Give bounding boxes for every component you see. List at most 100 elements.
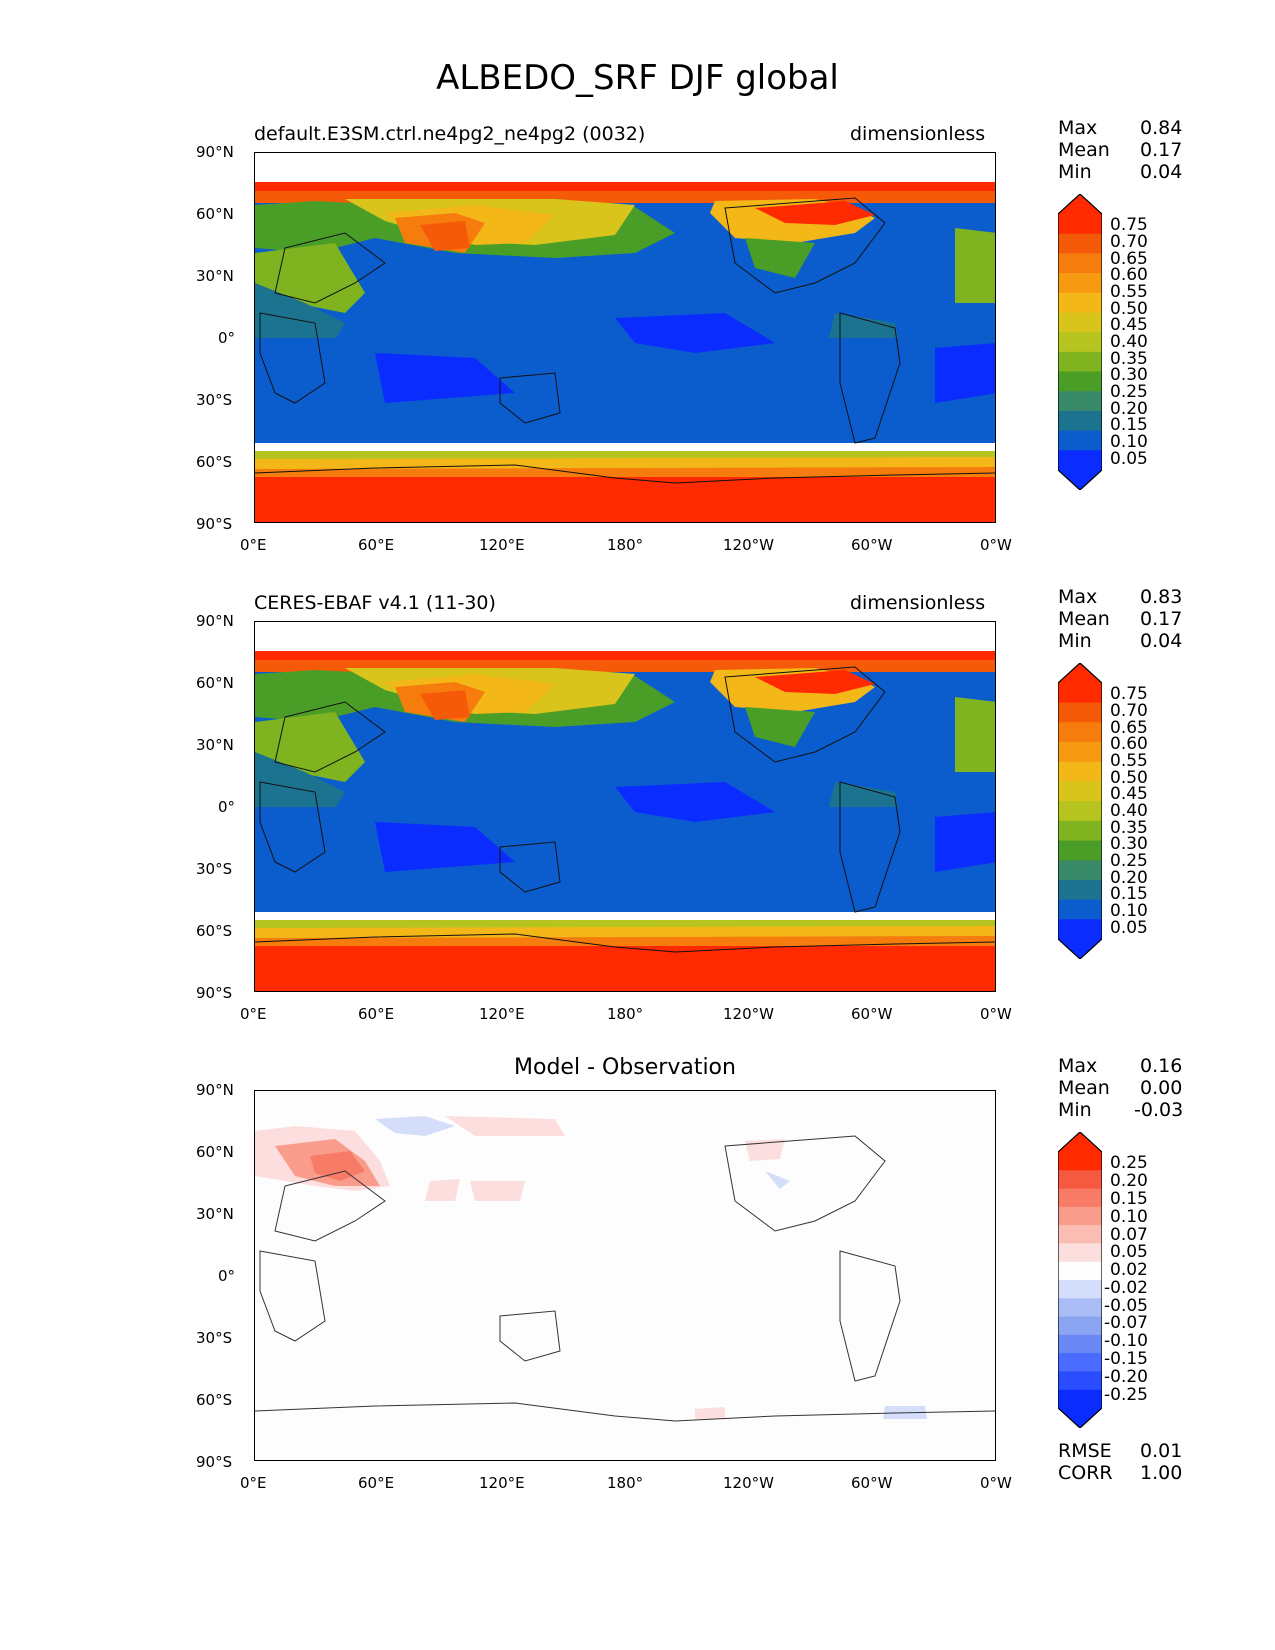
map-plot: [254, 1090, 996, 1461]
colorbar-tick: 0.10: [1110, 1207, 1148, 1227]
stat-value: 0.83: [1140, 586, 1183, 608]
colorbar-tick: 0.10: [1110, 432, 1148, 452]
colorbar-segment: [1058, 879, 1102, 901]
lon-label: 180°: [607, 1005, 644, 1023]
colorbar-segment: [1058, 450, 1102, 471]
colorbar-tick: 0.60: [1110, 265, 1148, 285]
colorbar-tick: 0.40: [1110, 801, 1148, 821]
colorbar-segment: [1058, 312, 1102, 333]
colorbar-segment: [1058, 1371, 1102, 1391]
lon-label: 0°W: [980, 1474, 1012, 1492]
lon-label: 60°E: [358, 1474, 395, 1492]
lat-label: 90°N: [196, 612, 234, 630]
stat-value: 0.17: [1140, 608, 1183, 630]
colorbar-tick: 0.70: [1110, 701, 1148, 721]
colorbar-segment: [1058, 1280, 1102, 1299]
lat-label: 0°: [218, 798, 236, 816]
colorbar-segment: [1058, 1261, 1102, 1281]
lon-label: 60°E: [358, 1005, 395, 1023]
colorbar-tick: -0.07: [1104, 1313, 1148, 1333]
colorbar-tick: 0.45: [1110, 315, 1148, 335]
colorbar-segment: [1058, 840, 1102, 861]
lon-label: 120°E: [479, 1474, 525, 1492]
colorbar-tick: 0.05: [1110, 449, 1148, 469]
lon-label: 120°E: [479, 536, 525, 554]
stat-value: 0.16: [1140, 1055, 1183, 1077]
colorbar-tick: 0.55: [1110, 751, 1148, 771]
stat-label: Min: [1058, 161, 1092, 183]
colorbar-extend-max: [1058, 1132, 1102, 1152]
contour-map: [255, 1091, 995, 1460]
colorbar-tick: 0.35: [1110, 349, 1148, 369]
map-plot: [254, 621, 996, 992]
lat-label: 30°S: [196, 391, 233, 409]
stat-label: Min: [1058, 1099, 1092, 1121]
colorbar-tick: 0.50: [1110, 299, 1148, 319]
colorbar-segment: [1058, 761, 1102, 782]
colorbar-segment: [1058, 702, 1102, 723]
lat-label: 0°: [218, 329, 236, 347]
stat-label: Max: [1058, 117, 1098, 139]
colorbar-segment: [1058, 919, 1102, 940]
colorbar-tick: 0.07: [1110, 1225, 1148, 1245]
colorbar-tick: 0.45: [1110, 784, 1148, 804]
lon-label: 0°E: [240, 1005, 267, 1023]
lat-label: 60°S: [196, 1391, 233, 1409]
colorbar-segment: [1058, 391, 1102, 412]
colorbar-tick: 0.60: [1110, 734, 1148, 754]
lat-label: 60°N: [196, 674, 234, 692]
colorbar-tick: 0.15: [1110, 415, 1148, 435]
stat-label: Mean: [1058, 608, 1110, 630]
lat-label: 30°S: [196, 860, 233, 878]
colorbar-segment: [1058, 430, 1102, 451]
lat-label: 30°N: [196, 267, 234, 285]
colorbar-segment: [1058, 1152, 1102, 1171]
colorbar-segment: [1058, 781, 1102, 802]
colorbar-segment: [1058, 820, 1102, 842]
figure-title: ALBEDO_SRF DJF global: [436, 58, 839, 98]
colorbar-tick: 0.40: [1110, 332, 1148, 352]
colorbar-tick: 0.02: [1110, 1260, 1148, 1280]
lon-label: 180°: [607, 536, 644, 554]
colorbar-segment: [1058, 1353, 1102, 1372]
colorbar-tick: 0.65: [1110, 718, 1148, 738]
colorbar-segment: [1058, 683, 1102, 704]
colorbar-segment: [1058, 742, 1102, 763]
lon-label: 0°W: [980, 536, 1012, 554]
colorbar-tick: 0.05: [1110, 1242, 1148, 1262]
colorbar-segment: [1058, 1225, 1102, 1244]
lat-label: 90°S: [196, 984, 233, 1002]
lon-label: 0°E: [240, 1474, 267, 1492]
colorbar-tick: -0.25: [1104, 1385, 1148, 1405]
stat-value: -0.03: [1134, 1099, 1184, 1121]
colorbar-tick: -0.10: [1104, 1331, 1148, 1351]
colorbar-extend-min: [1058, 939, 1102, 959]
colorbar-segment: [1058, 860, 1102, 881]
panel-title-left: default.E3SM.ctrl.ne4pg2_ne4pg2 (0032): [254, 123, 646, 145]
colorbar-tick: 0.30: [1110, 365, 1148, 385]
stat-value: 0.17: [1140, 139, 1183, 161]
colorbar-tick: 0.10: [1110, 901, 1148, 921]
colorbar-tick: 0.65: [1110, 249, 1148, 269]
lat-label: 30°S: [196, 1329, 233, 1347]
colorbar-tick: 0.20: [1110, 1171, 1148, 1191]
colorbar-segment: [1058, 1170, 1102, 1190]
panel-units: dimensionless: [850, 592, 986, 614]
colorbar-segment: [1058, 1206, 1102, 1226]
colorbar-extend-max: [1058, 663, 1102, 683]
colorbar-segment: [1058, 273, 1102, 294]
colorbar-tick: -0.20: [1104, 1367, 1148, 1387]
colorbar-segment: [1058, 1243, 1102, 1263]
colorbar-tick: -0.15: [1104, 1349, 1148, 1369]
lon-label: 120°W: [723, 1005, 774, 1023]
colorbar-segment: [1058, 214, 1102, 235]
lat-label: 60°S: [196, 922, 233, 940]
lat-label: 30°N: [196, 1205, 234, 1223]
stat-label: CORR: [1058, 1462, 1113, 1484]
stat-label: Max: [1058, 1055, 1098, 1077]
colorbar-extend-max: [1058, 194, 1102, 214]
lon-label: 0°E: [240, 536, 267, 554]
stat-value: 0.01: [1140, 1440, 1183, 1462]
colorbar-tick: 0.15: [1110, 884, 1148, 904]
colorbar-segment: [1058, 899, 1102, 920]
